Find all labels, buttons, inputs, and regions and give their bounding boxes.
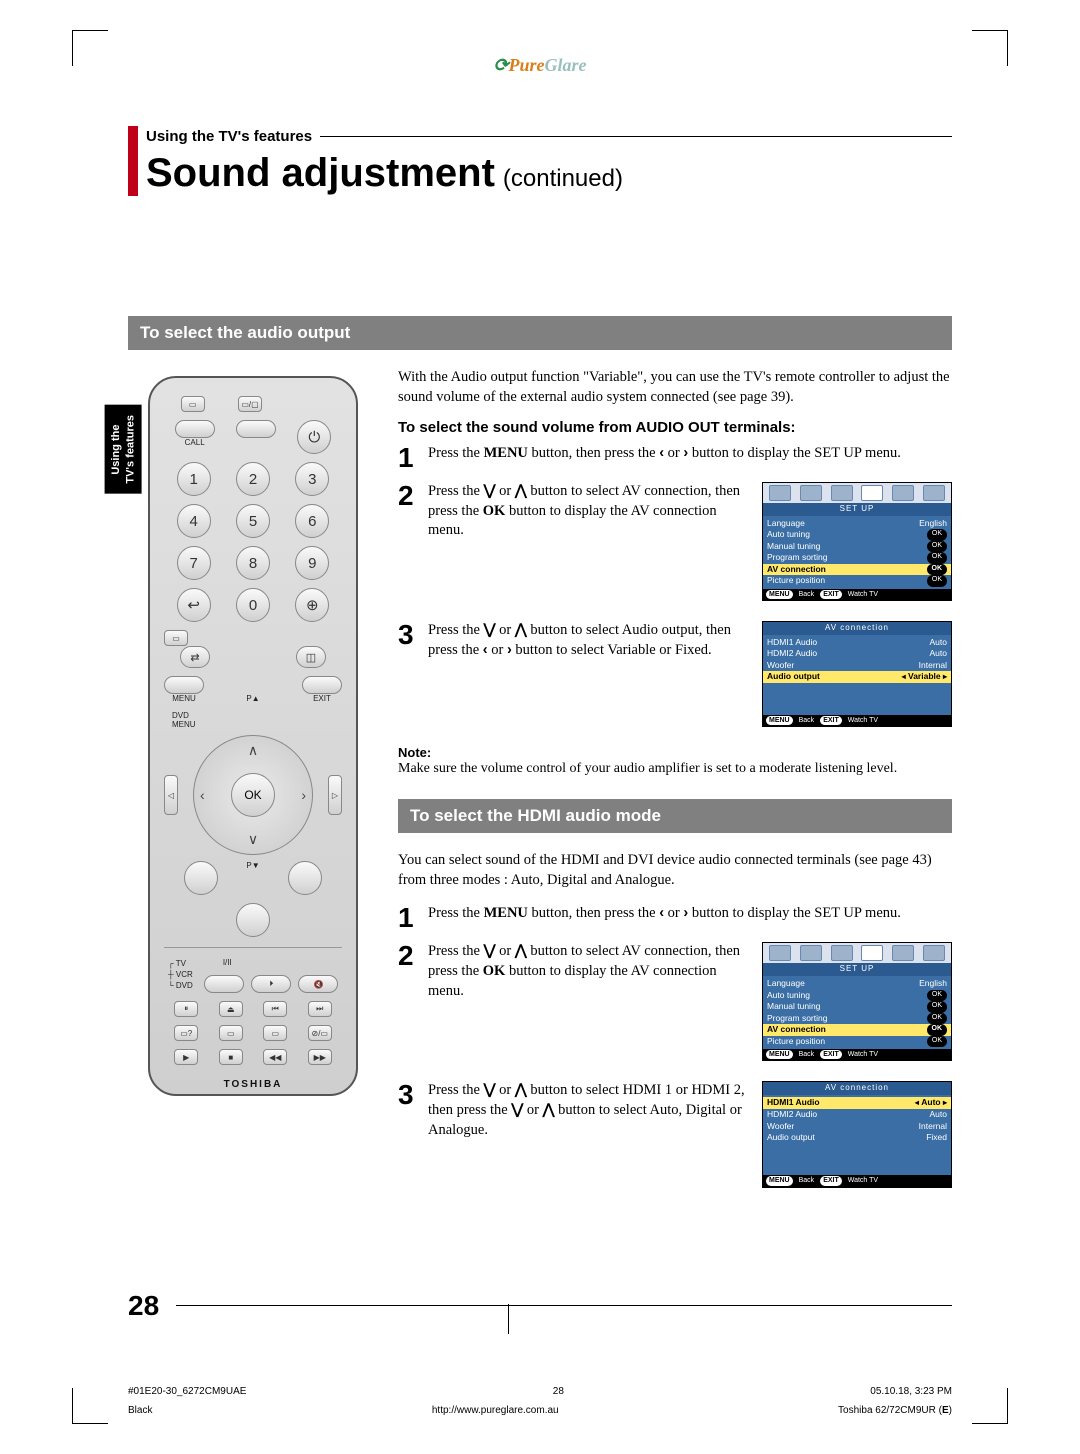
remote-vol-bar-right: ▷ [328, 775, 342, 815]
osd-av-screenshot-1: AV connection HDMI1 AudioAuto HDMI2 Audi… [762, 621, 952, 727]
section2-step3: AV connection HDMI1 Audio◂ Auto ▸ HDMI2 … [428, 1081, 952, 1187]
section2-step1: Press the MENU button, then press the ‹ … [428, 904, 952, 932]
remote-brand: TOSHIBA [164, 1079, 342, 1090]
osd-av-screenshot-2: AV connection HDMI1 Audio◂ Auto ▸ HDMI2 … [762, 1081, 952, 1187]
step-number-2b: 2 [398, 942, 428, 1061]
remote-num-8: 8 [236, 546, 270, 580]
remote-transport-pause: ⏸ [174, 1001, 198, 1017]
section1-subhead: To select the sound volume from AUDIO OU… [398, 419, 952, 436]
remote-call-button [175, 420, 215, 438]
chevron-up-icon: ∧ [248, 742, 258, 759]
remote-src-pill-1 [204, 975, 244, 993]
remote-power-button: ⏻ [297, 420, 331, 454]
remote-num-3: 3 [295, 462, 329, 496]
remote-ok-button: OK [231, 773, 275, 817]
step-number-2: 2 [398, 482, 428, 601]
page-title: Sound adjustment [146, 151, 495, 196]
section2-step2: SET UP LanguageEnglish Auto tuningOK Man… [428, 942, 952, 1061]
remote-transport-rew: ◀◀ [263, 1049, 287, 1065]
remote-txt-4: ⊘/▭ [308, 1025, 332, 1041]
step-number-3b: 3 [398, 1081, 428, 1187]
page-title-continued: (continued) [503, 165, 623, 193]
step-number-1b: 1 [398, 904, 428, 932]
remote-exit-button [302, 676, 342, 694]
remote-vol-bar-left: ◁ [164, 775, 178, 815]
breadcrumb: Using the TV's features [146, 128, 312, 145]
footer-pg: 28 [553, 1386, 564, 1397]
main-content: To select the audio output With the Audi… [398, 316, 952, 1198]
remote-pip-button: ◫ [296, 646, 326, 668]
remote-transport-eject: ⏏ [219, 1001, 243, 1017]
remote-num-7: 7 [177, 546, 211, 580]
remote-txt-2: ▭ [219, 1025, 243, 1041]
remote-pill-2 [236, 420, 276, 438]
remote-num-5: 5 [236, 504, 270, 538]
section1-intro: With the Audio output function "Variable… [398, 368, 952, 407]
page-number: 28 [128, 1290, 159, 1322]
red-accent-bar [128, 126, 138, 196]
remote-small-right: ▭ [164, 630, 188, 646]
chevron-down-icon: ∨ [248, 831, 258, 848]
section1-step1: Press the MENU button, then press the ‹ … [428, 444, 952, 472]
remote-menu-button [164, 676, 204, 694]
remote-num-1: 1 [177, 462, 211, 496]
header-rule [320, 136, 952, 137]
step-number-1: 1 [398, 444, 428, 472]
remote-num-4: 4 [177, 504, 211, 538]
remote-transport-prev: ⏮ [263, 1001, 287, 1017]
section1-step2: SET UP LanguageEnglish Auto tuningOK Man… [428, 482, 952, 601]
page-header: Using the TV's features Sound adjustment… [128, 126, 952, 196]
print-footer: #01E20-30_6272CM9UAE 28 05.10.18, 3:23 P… [128, 1386, 952, 1416]
remote-transport-next: ⏭ [308, 1001, 332, 1017]
footer-date: 05.10.18, 3:23 PM [870, 1386, 952, 1397]
remote-src-pill-2: ⏵ [251, 975, 291, 993]
remote-round-br [288, 861, 322, 895]
page-number-rule [176, 1305, 952, 1306]
remote-num-2: 2 [236, 462, 270, 496]
remote-top-btn-2: ▭/▢ [238, 396, 262, 412]
remote-num-9: 9 [295, 546, 329, 580]
remote-round-bl [184, 861, 218, 895]
section2-intro: You can select sound of the HDMI and DVI… [398, 851, 952, 890]
chevron-left-icon: ‹ [200, 787, 205, 803]
section1-step3: AV connection HDMI1 AudioAuto HDMI2 Audi… [428, 621, 952, 727]
chevron-right-icon: › [301, 787, 306, 803]
footer-url: http://www.pureglare.com.au [432, 1405, 559, 1416]
remote-input-button: ⊕ [295, 588, 329, 622]
remote-control: ▭ ▭/▢ CALL ⏻ 1 2 3 [148, 376, 358, 1096]
remote-source-labels: ┌ TV ┼ VCR └ DVD [168, 958, 193, 992]
step-number-3: 3 [398, 621, 428, 727]
remote-num-6: 6 [295, 504, 329, 538]
remote-transport-play: ▶ [174, 1049, 198, 1065]
note-text: Make sure the volume control of your aud… [398, 760, 952, 779]
remote-swap-button: ⇄ [180, 646, 210, 668]
remote-src-pill-3: 🔇 [298, 975, 338, 993]
footer-file: #01E20-30_6272CM9UAE [128, 1386, 246, 1397]
osd-setup-screenshot-2: SET UP LanguageEnglish Auto tuningOK Man… [762, 942, 952, 1061]
remote-round-bottom [236, 903, 270, 937]
remote-dpad: ∧ ∨ ‹ › OK [193, 735, 313, 855]
page-center-tick [508, 1304, 509, 1334]
section-heading-hdmi: To select the HDMI audio mode [398, 799, 952, 833]
footer-model: Toshiba 62/72CM9UR (E) [838, 1405, 952, 1416]
note-label: Note: [398, 745, 952, 760]
remote-num-0: 0 [236, 588, 270, 622]
remote-txt-3: ▭ [263, 1025, 287, 1041]
osd-setup-screenshot-1: SET UP LanguageEnglish Auto tuningOK Man… [762, 482, 952, 601]
remote-transport-ff: ▶▶ [308, 1049, 332, 1065]
remote-transport-stop: ■ [219, 1049, 243, 1065]
remote-txt-1: ▭? [174, 1025, 198, 1041]
page: ⟳PureGlare Using the TV's features Sound… [128, 55, 952, 1308]
remote-illustration-column: ▭ ▭/▢ CALL ⏻ 1 2 3 [128, 316, 398, 1198]
remote-return-button: ↩ [177, 588, 211, 622]
footer-black: Black [128, 1405, 152, 1416]
remote-top-btn-1: ▭ [181, 396, 205, 412]
watermark-logo: ⟳PureGlare [128, 55, 952, 76]
